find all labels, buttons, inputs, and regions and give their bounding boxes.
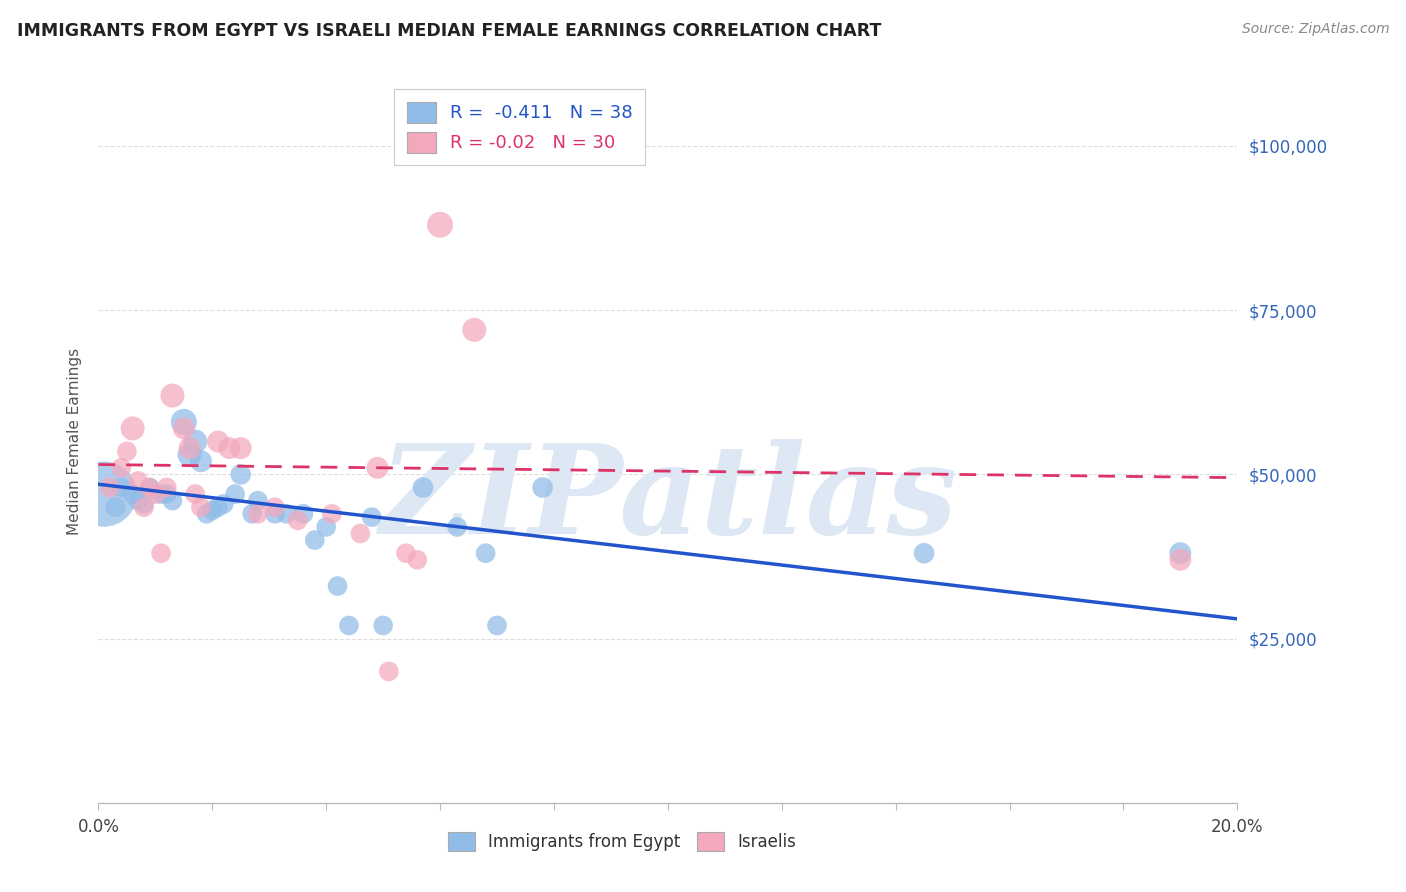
Point [93, 487, 115, 501]
Text: ZIPatlas: ZIPatlas [378, 439, 957, 560]
Point [156, 481, 179, 495]
Point [162, 388, 184, 402]
Point [1170, 546, 1192, 560]
Point [337, 618, 360, 632]
Point [395, 546, 418, 560]
Point [246, 507, 269, 521]
Point [179, 448, 201, 462]
Point [98, 481, 121, 495]
Point [287, 513, 309, 527]
Point [162, 493, 184, 508]
Point [212, 497, 235, 511]
Point [446, 520, 468, 534]
Point [429, 218, 451, 232]
Point [127, 474, 149, 488]
Point [121, 487, 143, 501]
Point [292, 507, 315, 521]
Legend: Immigrants from Egypt, Israelis: Immigrants from Egypt, Israelis [440, 823, 804, 860]
Point [229, 467, 252, 482]
Point [474, 546, 496, 560]
Point [373, 618, 395, 632]
Point [179, 441, 201, 455]
Point [132, 497, 155, 511]
Point [195, 507, 218, 521]
Point [463, 323, 485, 337]
Text: Source: ZipAtlas.com: Source: ZipAtlas.com [1241, 22, 1389, 37]
Point [366, 460, 388, 475]
Point [276, 507, 298, 521]
Point [531, 481, 554, 495]
Point [207, 500, 229, 515]
Point [184, 434, 207, 449]
Point [138, 481, 160, 495]
Point [110, 460, 132, 475]
Point [326, 579, 349, 593]
Point [207, 434, 229, 449]
Point [378, 665, 401, 679]
Point [156, 487, 179, 501]
Point [190, 500, 212, 515]
Point [104, 500, 127, 515]
Point [406, 553, 429, 567]
Point [115, 444, 138, 458]
Point [201, 503, 224, 517]
Point [912, 546, 935, 560]
Point [264, 507, 287, 521]
Point [190, 454, 212, 468]
Point [224, 487, 246, 501]
Point [218, 441, 240, 455]
Point [110, 481, 132, 495]
Point [127, 493, 149, 508]
Point [246, 493, 269, 508]
Point [412, 481, 434, 495]
Point [173, 415, 195, 429]
Point [145, 487, 167, 501]
Point [315, 520, 337, 534]
Point [121, 421, 143, 435]
Y-axis label: Median Female Earnings: Median Female Earnings [67, 348, 83, 535]
Point [132, 500, 155, 515]
Point [360, 510, 382, 524]
Point [486, 618, 509, 632]
Point [304, 533, 326, 547]
Point [150, 546, 173, 560]
Text: IMMIGRANTS FROM EGYPT VS ISRAELI MEDIAN FEMALE EARNINGS CORRELATION CHART: IMMIGRANTS FROM EGYPT VS ISRAELI MEDIAN … [17, 22, 882, 40]
Point [138, 481, 160, 495]
Point [321, 507, 343, 521]
Point [349, 526, 371, 541]
Point [240, 507, 263, 521]
Point [150, 487, 173, 501]
Point [264, 500, 287, 515]
Point [1170, 553, 1192, 567]
Point [184, 487, 207, 501]
Point [173, 421, 195, 435]
Point [229, 441, 252, 455]
